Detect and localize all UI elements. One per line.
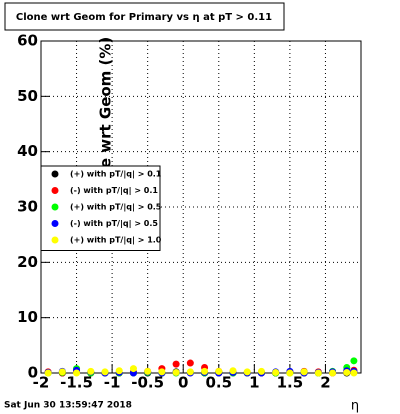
legend-label: (+) with pT/|q| > 1.0 [70, 236, 162, 245]
point [172, 360, 180, 368]
x-tick-label: -0.5 [131, 374, 164, 392]
point [172, 368, 180, 376]
legend-box [40, 165, 161, 251]
point [272, 368, 280, 376]
point [115, 367, 123, 375]
point [286, 369, 294, 377]
point [257, 367, 265, 375]
legend-marker [51, 187, 59, 194]
x-tick-label: 0 [178, 374, 188, 392]
y-tick-label: 10 [17, 308, 38, 326]
legend-marker [51, 170, 59, 178]
footer: Sat Jun 30 13:59:47 2018 [4, 401, 132, 411]
title-box [4, 2, 285, 31]
x-tick-label: 0.5 [205, 374, 232, 392]
legend-label: (+) with pT/|q| > 0.5 [70, 203, 162, 212]
point [144, 367, 152, 375]
y-tick-label: 60 [17, 32, 38, 50]
legend-marker [51, 236, 59, 244]
legend-marker [51, 220, 59, 227]
point [129, 365, 137, 373]
point [300, 368, 308, 376]
chart-title: Clone wrt Geom for Primary vs η at pT > … [16, 12, 272, 23]
point [243, 368, 251, 376]
point [329, 369, 337, 377]
y-axis-title: Clone wrt Geom (%) [97, 37, 115, 206]
legend-marker [51, 203, 59, 211]
y-tick-label: 40 [17, 142, 38, 160]
x-axis-title: η [351, 399, 359, 414]
x-tick-label: 1.5 [277, 374, 304, 392]
legend-label: (-) with pT/|q| > 0.5 [70, 219, 158, 228]
x-tick-label: 2 [320, 374, 330, 392]
point [201, 367, 209, 375]
point [87, 367, 95, 375]
legend-label: (-) with pT/|q| > 0.1 [70, 186, 158, 195]
y-tick-label: 0 [28, 364, 38, 382]
y-tick-label: 50 [17, 87, 38, 105]
point [158, 368, 166, 376]
y-tick-label: 20 [17, 253, 38, 271]
point [44, 369, 52, 377]
point [186, 359, 194, 367]
x-tick-label: -1 [104, 374, 121, 392]
point [73, 369, 81, 377]
x-tick-label: -2 [33, 374, 50, 392]
point [215, 367, 223, 375]
point [101, 368, 109, 376]
point [314, 369, 322, 377]
point [343, 368, 351, 376]
x-tick-label: -1.5 [60, 374, 93, 392]
point [350, 357, 358, 365]
x-tick-label: 1 [249, 374, 259, 392]
point [350, 369, 358, 377]
legend-label: (+) with pT/|q| > 0.1 [70, 170, 162, 179]
point [58, 368, 66, 376]
point [229, 367, 237, 375]
y-tick-label: 30 [17, 198, 38, 216]
point [186, 368, 194, 376]
